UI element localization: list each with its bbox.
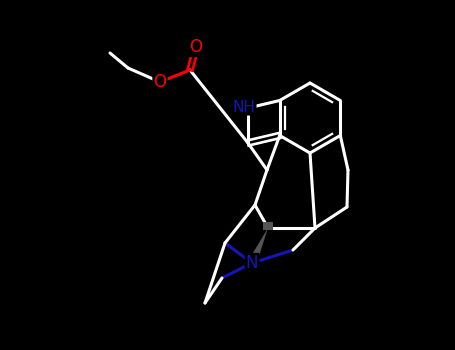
Text: O: O [189, 38, 202, 56]
Text: NH: NH [233, 99, 255, 114]
Polygon shape [248, 228, 268, 265]
FancyBboxPatch shape [263, 222, 273, 230]
Text: N: N [246, 254, 258, 272]
Text: O: O [153, 73, 167, 91]
